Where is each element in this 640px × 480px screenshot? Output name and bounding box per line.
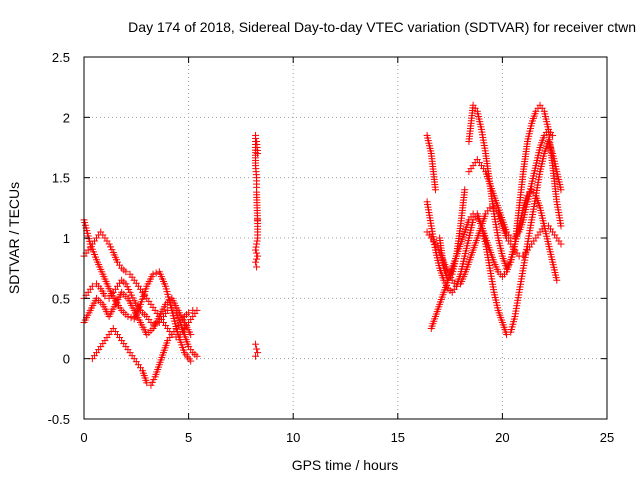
x-tick-label: 10 <box>286 430 300 445</box>
x-tick-label: 5 <box>185 430 192 445</box>
data-point <box>252 243 260 251</box>
data-point <box>189 306 197 314</box>
data-point <box>553 276 561 284</box>
data-point <box>252 352 260 360</box>
data-point <box>101 292 109 300</box>
data-point <box>252 340 260 348</box>
y-tick-label: -0.5 <box>48 412 70 427</box>
data-point <box>147 318 155 326</box>
y-tick-label: 2.5 <box>52 50 70 65</box>
data-point <box>254 234 262 242</box>
data-point <box>557 240 565 248</box>
grid-lines <box>84 57 607 419</box>
data-point <box>254 349 262 357</box>
x-tick-label: 15 <box>391 430 405 445</box>
data-point <box>431 186 439 194</box>
chart-title: Day 174 of 2018, Sidereal Day-to-day VTE… <box>128 19 636 35</box>
x-tick-label: 25 <box>600 430 614 445</box>
data-point <box>193 352 201 360</box>
data-point <box>452 282 460 290</box>
y-tick-label: 1 <box>63 231 70 246</box>
data-point <box>549 131 557 139</box>
data-point <box>187 331 195 339</box>
data-point <box>254 252 262 260</box>
data-point <box>124 312 132 320</box>
y-tick-label: 0 <box>63 352 70 367</box>
y-tick-label: 1.5 <box>52 171 70 186</box>
data-point <box>122 268 130 276</box>
y-tick-label: 0.5 <box>52 291 70 306</box>
data-point <box>557 186 565 194</box>
data-point <box>149 270 157 278</box>
data-point <box>253 345 261 353</box>
x-tick-label: 0 <box>80 430 87 445</box>
x-axis-title: GPS time / hours <box>292 457 399 473</box>
data-point <box>253 249 261 257</box>
data-point <box>253 255 261 263</box>
data-point <box>187 357 195 365</box>
data-point <box>252 258 260 266</box>
data-point <box>253 240 261 248</box>
data-marks <box>80 101 565 389</box>
data-point <box>253 237 261 245</box>
data-point <box>469 210 477 218</box>
y-tick-label: 2 <box>63 110 70 125</box>
data-point <box>254 150 262 158</box>
data-point <box>503 331 511 339</box>
axis-ticks <box>83 56 608 420</box>
data-point <box>557 222 565 230</box>
data-point <box>461 186 469 194</box>
tick-labels: 0 5 10 15 20 25 -0.5 0 0.5 1 1.5 2 2.5 <box>48 50 615 445</box>
data-point <box>152 269 160 277</box>
data-point <box>254 216 262 224</box>
x-tick-label: 20 <box>495 430 509 445</box>
data-point <box>127 314 135 322</box>
data-point <box>252 246 260 254</box>
data-point <box>253 263 261 271</box>
y-axis-title: SDTVAR / TECUs <box>6 182 22 294</box>
data-point <box>185 309 193 317</box>
data-point <box>88 282 96 290</box>
